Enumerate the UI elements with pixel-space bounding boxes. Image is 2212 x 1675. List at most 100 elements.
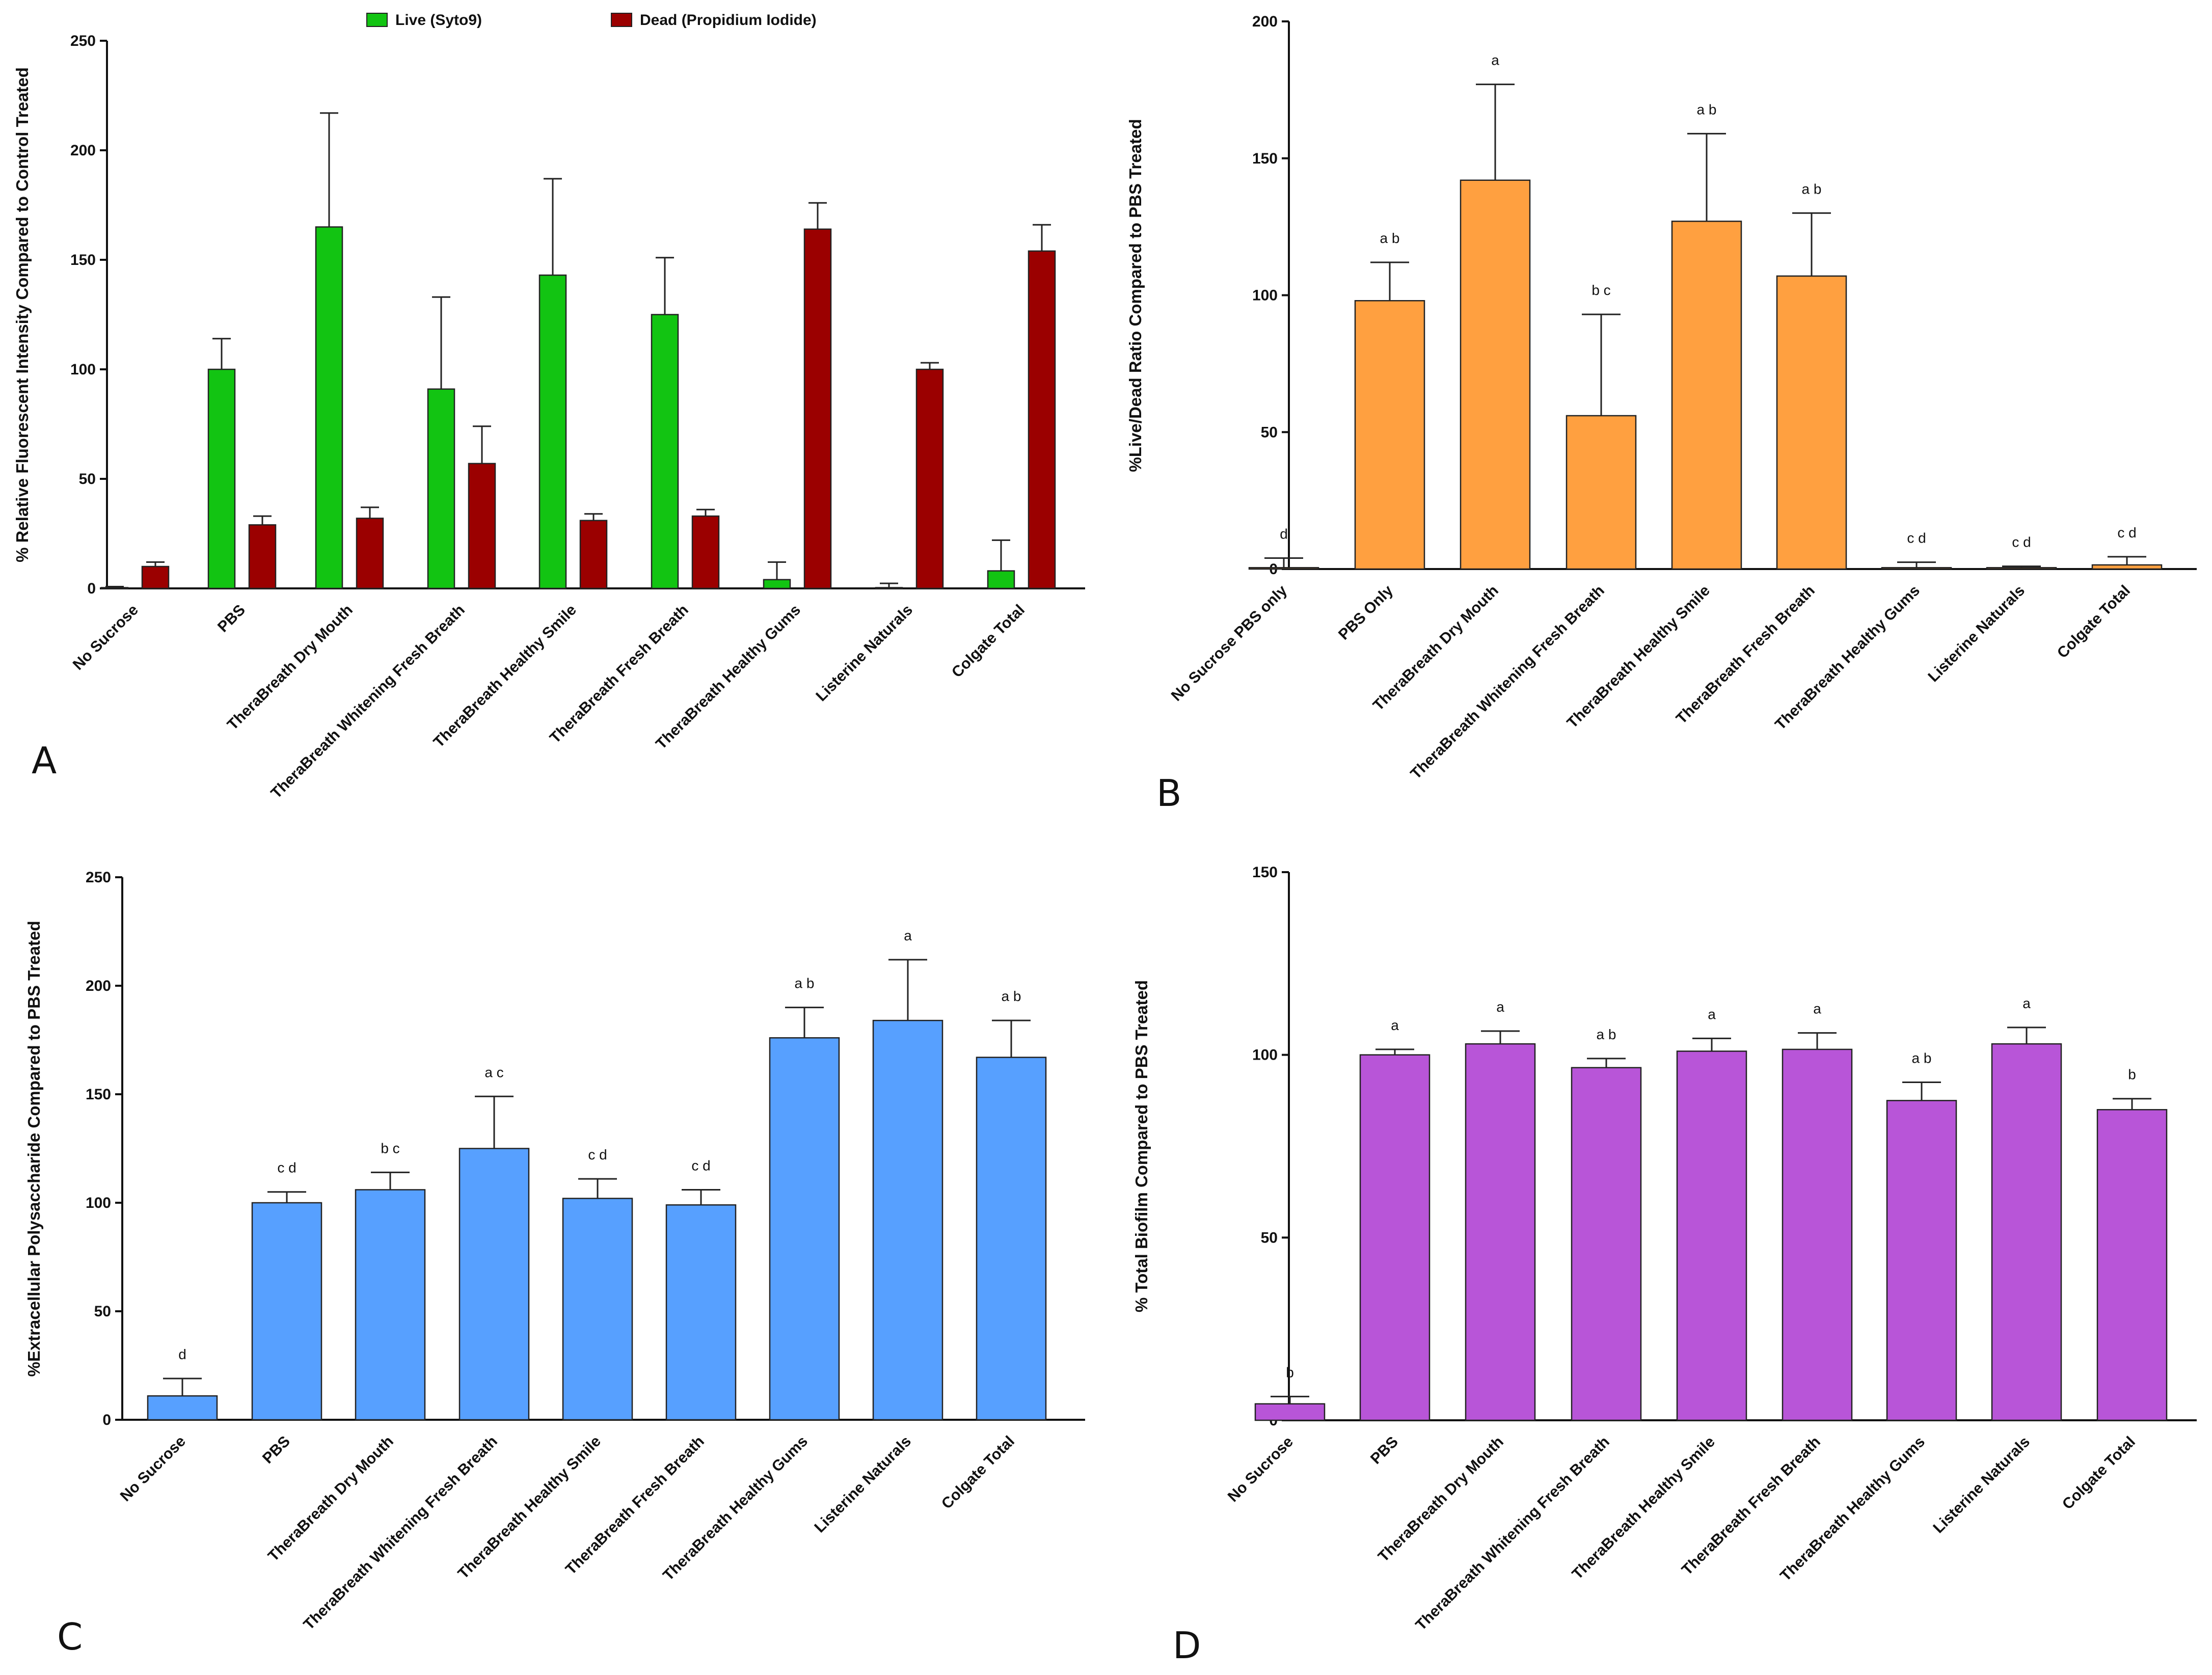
bar-d-s0-5: [1782, 1048, 1853, 1421]
bar-d-s0-2: [1465, 1043, 1536, 1421]
bar-a-s0-4: [538, 274, 567, 589]
category-label: TheraBreath Dry Mouth: [1375, 1434, 1507, 1565]
significance-label: a b: [1597, 1026, 1616, 1042]
y-tick-label: 100: [1252, 287, 1278, 304]
significance-label: a b: [795, 976, 815, 991]
bar-a-s1-5: [691, 515, 720, 589]
bar-d-s0-3: [1571, 1067, 1642, 1421]
bar-d-s0-4: [1676, 1050, 1747, 1421]
significance-label: b c: [1591, 282, 1610, 298]
y-axis-title: %Extracellular Polysaccharide Compared t…: [24, 921, 43, 1376]
bar-a-s1-1: [248, 524, 277, 589]
significance-label: c d: [588, 1147, 607, 1163]
y-axis-title: % Relative Fluorescent Intensity Compare…: [13, 67, 32, 562]
y-tick-label: 150: [86, 1086, 111, 1103]
significance-label: a b: [1912, 1050, 1932, 1066]
y-tick-label: 200: [1252, 13, 1278, 30]
category-label: Listerine Naturals: [813, 602, 916, 705]
bar-a-s1-3: [468, 463, 496, 589]
significance-label: a: [904, 928, 912, 943]
bar-a-s0-2: [315, 226, 343, 589]
bar-a-s1-8: [1028, 250, 1056, 589]
significance-label: a b: [1697, 101, 1717, 117]
y-tick-label: 0: [102, 1412, 111, 1428]
bar-d-s0-7: [1991, 1043, 2062, 1421]
category-label: No Sucrose PBS only: [1168, 582, 1290, 704]
category-label: TheraBreath Whitening Fresh Breath: [301, 1433, 501, 1633]
category-label: Colgate Total: [938, 1433, 1018, 1512]
y-tick-label: 50: [1261, 1229, 1278, 1246]
bar-b-s0-7: [1986, 567, 2057, 570]
category-label: TheraBreath Dry Mouth: [224, 602, 356, 734]
bar-c-s0-0: [147, 1395, 218, 1421]
y-tick-label: 150: [1252, 150, 1278, 167]
y-tick-label: 250: [70, 33, 96, 49]
bar-a-s0-5: [651, 314, 679, 589]
significance-label: a c: [484, 1064, 503, 1080]
significance-label: d: [178, 1346, 186, 1362]
bar-a-s0-8: [987, 570, 1015, 589]
bar-d-s0-6: [1886, 1100, 1957, 1421]
significance-label: a: [1391, 1017, 1399, 1033]
bar-c-s0-3: [458, 1148, 530, 1421]
legend-swatch: [611, 13, 632, 27]
significance-label: c d: [2117, 525, 2136, 541]
bar-c-s0-8: [976, 1057, 1047, 1421]
category-label: PBS: [214, 602, 249, 636]
bar-a-s1-7: [915, 368, 944, 589]
y-tick-label: 200: [70, 142, 96, 159]
bar-a-s1-4: [579, 520, 608, 589]
y-tick-label: 200: [86, 978, 111, 994]
bar-a-s1-2: [356, 518, 384, 589]
bar-c-s0-7: [872, 1019, 943, 1421]
panel-letter: A: [32, 739, 57, 782]
significance-label: a b: [1802, 181, 1822, 197]
category-label: PBS: [1367, 1434, 1401, 1468]
bar-b-s0-6: [1881, 567, 1952, 570]
category-label: No Sucrose: [1225, 1434, 1297, 1505]
significance-label: b c: [381, 1140, 399, 1156]
bar-a-s0-1: [207, 368, 236, 589]
y-tick-label: 50: [94, 1303, 111, 1320]
y-tick-label: 50: [1261, 424, 1278, 441]
category-label: No Sucrose: [70, 602, 142, 673]
bar-a-s0-6: [763, 579, 791, 589]
significance-label: b: [1286, 1364, 1294, 1380]
bar-d-s0-1: [1359, 1054, 1431, 1421]
bar-b-s0-2: [1460, 179, 1531, 570]
y-tick-label: 100: [70, 361, 96, 378]
y-axis-title: % Total Biofilm Compared to PBS Treated: [1132, 980, 1151, 1312]
significance-label: a: [1813, 1001, 1821, 1017]
bar-a-s1-6: [803, 228, 832, 589]
category-label: TheraBreath Whitening Fresh Breath: [1413, 1434, 1613, 1634]
significance-label: c d: [1907, 530, 1926, 546]
bar-a-s0-3: [427, 388, 455, 589]
significance-label: a b: [1002, 988, 1021, 1004]
y-tick-label: 150: [1252, 864, 1278, 881]
category-label: Listerine Naturals: [811, 1433, 914, 1536]
bar-d-s0-0: [1254, 1403, 1326, 1421]
panel-letter: D: [1173, 1624, 1201, 1667]
significance-label: a: [2022, 995, 2031, 1011]
significance-label: a: [1708, 1006, 1716, 1022]
significance-label: a: [1491, 52, 1499, 68]
bar-b-s0-8: [2091, 564, 2163, 570]
category-label: Listerine Naturals: [1925, 582, 2028, 686]
panel-c: 0 50 100 150 200 250 %Extracellular Polysaccha…: [24, 869, 1085, 1658]
significance-label: c d: [277, 1160, 296, 1176]
significance-label: a: [1496, 999, 1504, 1015]
category-label: PBS: [259, 1433, 293, 1467]
category-label: Listerine Naturals: [1930, 1434, 2033, 1537]
panel-letter: C: [57, 1615, 83, 1658]
bar-b-s0-0: [1248, 567, 1319, 570]
bar-b-s0-3: [1566, 415, 1637, 570]
category-label: No Sucrose: [117, 1433, 189, 1505]
bar-b-s0-4: [1671, 221, 1742, 570]
category-label: PBS Only: [1335, 582, 1396, 643]
bar-c-s0-4: [562, 1198, 633, 1421]
bar-c-s0-6: [769, 1037, 840, 1421]
y-tick-label: 250: [86, 869, 111, 886]
significance-label: a b: [1380, 230, 1400, 246]
